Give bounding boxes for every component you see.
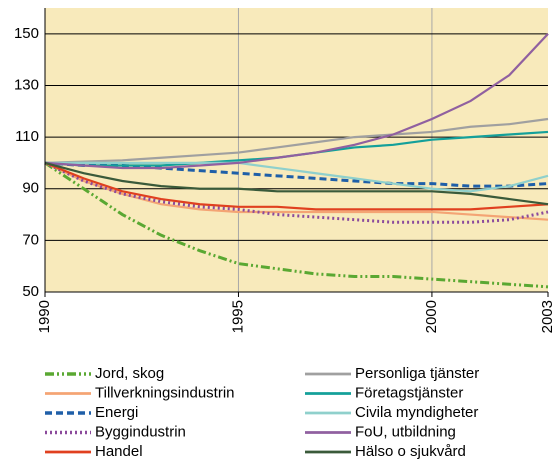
series-line — [44, 161, 549, 206]
legend-entry: Företagstjänster — [305, 384, 463, 401]
legend-entry: Handel — [45, 443, 143, 460]
x-tick-label: 2000 — [423, 300, 440, 333]
series-line — [44, 161, 549, 289]
x-tick-label: 1995 — [229, 300, 246, 333]
x-tick-label: 1990 — [36, 300, 53, 333]
x-tick-label: 2003 — [539, 300, 556, 333]
legend-entry: Energi — [45, 404, 138, 421]
legend-entry: Civila myndigheter — [305, 404, 478, 421]
legend-entry: Byggindustrin — [45, 423, 186, 440]
y-tick-label: 110 — [15, 128, 39, 145]
series-line — [44, 33, 549, 170]
legend-label: Jord, skog — [95, 365, 164, 382]
legend-label: Civila myndigheter — [355, 404, 478, 421]
legend-entry: Tillverkningsindustrin — [45, 384, 235, 401]
series-line — [44, 161, 549, 211]
legend-label: Byggindustrin — [95, 423, 186, 440]
legend-entry: Jord, skog — [45, 365, 164, 382]
series-line — [44, 161, 549, 224]
series-line — [44, 117, 549, 165]
legend-label: Handel — [95, 443, 143, 460]
y-tick-label: 50 — [22, 283, 39, 300]
legend-label: Hälso o sjukvård — [355, 443, 466, 460]
legend-label: Personliga tjänster — [355, 365, 479, 382]
legend-label: Tillverkningsindustrin — [95, 384, 235, 401]
legend-label: Företagstjänster — [355, 384, 463, 401]
y-tick-label: 90 — [22, 180, 39, 197]
series-line — [45, 161, 549, 193]
y-tick-label: 150 — [14, 25, 39, 42]
legend-label: Energi — [95, 404, 138, 421]
y-tick-label: 70 — [22, 231, 39, 248]
legend-entry: FoU, utbildning — [305, 423, 456, 440]
legend-label: FoU, utbildning — [355, 423, 456, 440]
legend-entry: Personliga tjänster — [305, 365, 479, 382]
y-tick-label: 130 — [14, 76, 39, 93]
plot-area — [45, 8, 548, 292]
legend-entry: Hälso o sjukvård — [305, 443, 466, 460]
